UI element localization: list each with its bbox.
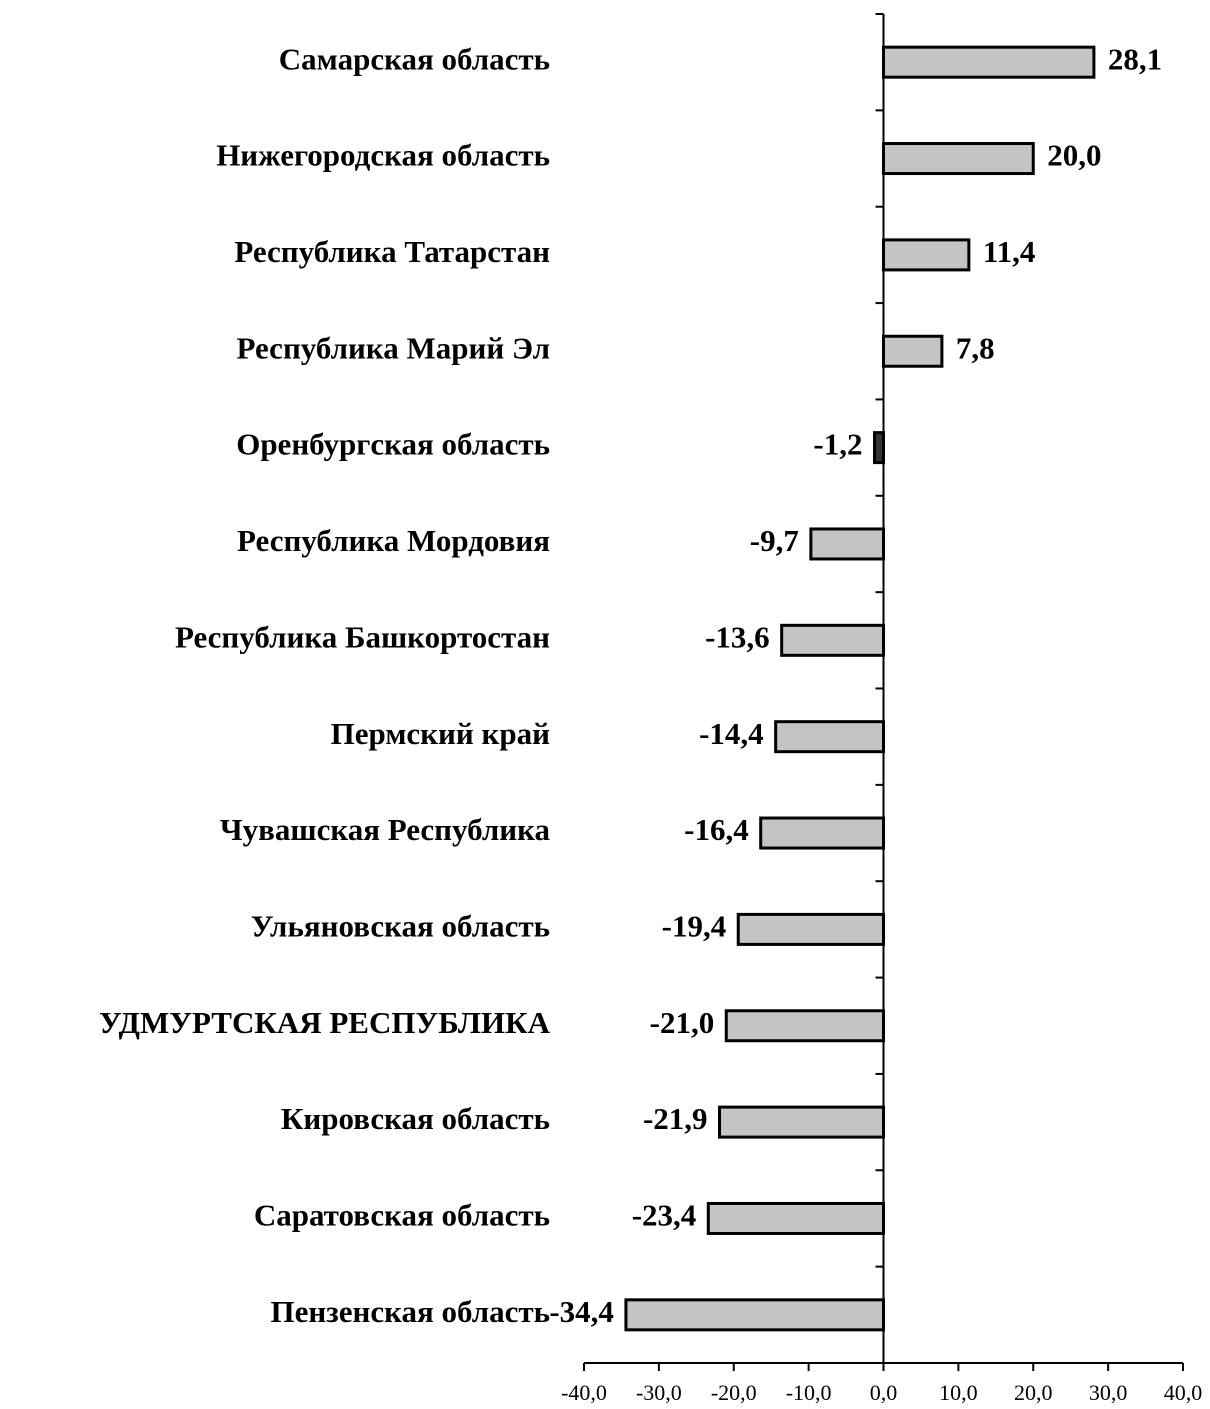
value-label: 20,0 [1047, 138, 1101, 173]
category-label: Ульяновская область [251, 909, 550, 944]
bar [718, 1105, 885, 1139]
bar [759, 816, 886, 850]
category-label: Нижегородская область [216, 138, 550, 173]
x-tick-label: 30,0 [1089, 1380, 1128, 1405]
value-label: -21,9 [643, 1101, 708, 1136]
value-label: -9,7 [750, 523, 799, 558]
category-label: Республика Башкортостан [175, 619, 550, 654]
category-label: Саратовская область [254, 1198, 550, 1233]
bar [724, 1009, 886, 1043]
category-label: Пензенская область [271, 1294, 550, 1329]
value-label: 28,1 [1108, 41, 1162, 76]
bar [809, 527, 886, 561]
category-label: Оренбургская область [236, 427, 550, 462]
x-tick-label: -10,0 [786, 1380, 832, 1405]
bar [706, 1201, 885, 1235]
bar [882, 142, 1035, 176]
value-label: 11,4 [983, 234, 1036, 269]
bar [624, 1298, 885, 1332]
value-label: -21,0 [650, 1005, 715, 1040]
category-label: Республика Марий Эл [237, 330, 550, 365]
value-label: 7,8 [956, 330, 995, 365]
x-tick-label: 40,0 [1164, 1380, 1203, 1405]
category-label: Чувашская Республика [220, 812, 551, 847]
value-label: -16,4 [684, 812, 749, 847]
bar [882, 334, 944, 368]
bar [882, 238, 971, 272]
x-tick-label: 20,0 [1014, 1380, 1053, 1405]
category-label: УДМУРТСКАЯ РЕСПУБЛИКА [99, 1005, 551, 1040]
value-label: -34,4 [549, 1294, 614, 1329]
bar [736, 912, 885, 946]
category-label: Самарская область [279, 41, 550, 76]
category-label: Республика Мордовия [237, 523, 550, 558]
value-label: -23,4 [632, 1198, 697, 1233]
category-label: Республика Татарстан [234, 234, 550, 269]
x-tick-label: -40,0 [561, 1380, 607, 1405]
value-label: -19,4 [662, 909, 727, 944]
x-tick-label: -30,0 [636, 1380, 682, 1405]
bar [780, 623, 885, 657]
bar [774, 720, 885, 754]
x-tick-label: 0,0 [870, 1380, 898, 1405]
value-label: -14,4 [699, 716, 764, 751]
bar [873, 431, 886, 465]
value-label: -1,2 [813, 427, 862, 462]
value-label: -13,6 [705, 619, 770, 654]
bar [882, 45, 1096, 79]
x-tick-label: -20,0 [711, 1380, 757, 1405]
category-label: Кировская область [281, 1101, 550, 1136]
category-label: Пермский край [331, 716, 550, 751]
x-tick-label: 10,0 [939, 1380, 978, 1405]
